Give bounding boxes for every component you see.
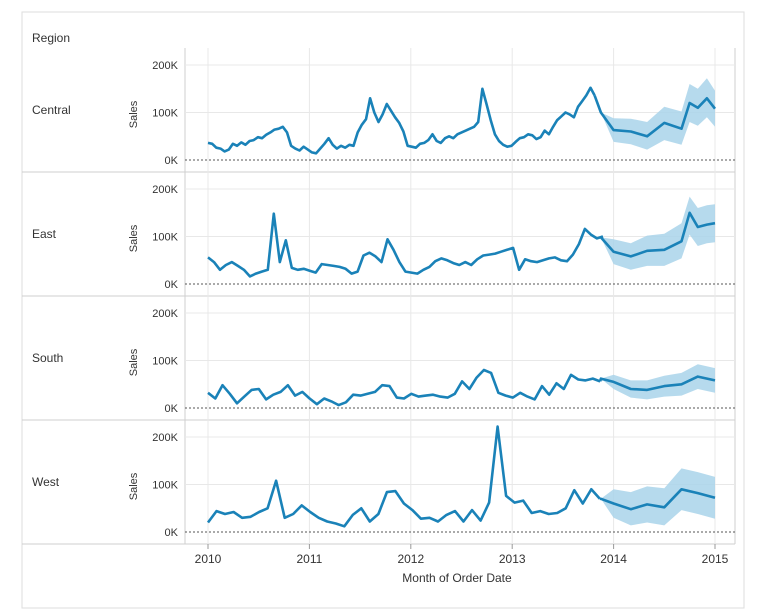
x-tick-label: 2011 <box>296 552 322 566</box>
series-line-forecast <box>598 375 716 392</box>
y-tick-label: 100K <box>152 108 178 120</box>
panels: 0K 100K 200K Sales Central 0K 100K 200K Sales Eas… <box>22 48 736 545</box>
y-tick-label: 0K <box>165 527 179 539</box>
region-label: Central <box>32 103 71 117</box>
forecast-band <box>600 364 715 400</box>
x-tick-label: 2013 <box>499 552 526 566</box>
y-axis-title: Sales <box>128 100 140 128</box>
panel-central: 0K 100K 200K Sales Central <box>22 48 736 173</box>
y-axis-title: Sales <box>128 472 140 500</box>
y-axis-title: Sales <box>128 348 140 376</box>
y-tick-label: 100K <box>152 232 178 244</box>
y-tick-label: 200K <box>152 432 178 444</box>
x-tick-label: 2010 <box>195 552 222 566</box>
series-line-forecast <box>599 211 716 258</box>
x-tick-label: 2014 <box>600 552 627 566</box>
y-axis-title: Sales <box>128 224 140 252</box>
series-line-actual <box>206 425 601 528</box>
series-line-actual <box>207 212 604 278</box>
x-axis-title: Month of Order Date <box>402 571 512 585</box>
x-tick-label: 2015 <box>702 552 729 566</box>
y-tick-label: 0K <box>165 279 179 291</box>
series-line-forecast <box>599 488 716 511</box>
forecast-band <box>600 196 715 270</box>
series-line-actual <box>207 86 596 155</box>
forecast-band <box>600 468 715 526</box>
series-line-forecast <box>593 94 717 138</box>
region-label: South <box>32 351 63 365</box>
x-tick-label: 2012 <box>397 552 424 566</box>
x-axis: 2010 2011 2012 2013 2014 2015 <box>195 544 729 566</box>
y-tick-label: 200K <box>152 184 178 196</box>
panel-south: 0K 100K 200K Sales South <box>22 296 736 421</box>
panel-west: 0K 100K 200K Sales West <box>22 420 736 545</box>
y-tick-label: 100K <box>152 480 178 492</box>
panel-east: 0K 100K 200K Sales East <box>22 172 736 297</box>
region-label: East <box>32 227 57 241</box>
y-tick-label: 200K <box>152 308 178 320</box>
y-tick-label: 200K <box>152 60 178 72</box>
row-header-label: Region <box>32 31 70 45</box>
region-label: West <box>32 475 60 489</box>
y-tick-label: 0K <box>165 155 179 167</box>
series-line-actual <box>207 368 601 407</box>
y-tick-label: 0K <box>165 403 179 415</box>
y-tick-label: 100K <box>152 356 178 368</box>
